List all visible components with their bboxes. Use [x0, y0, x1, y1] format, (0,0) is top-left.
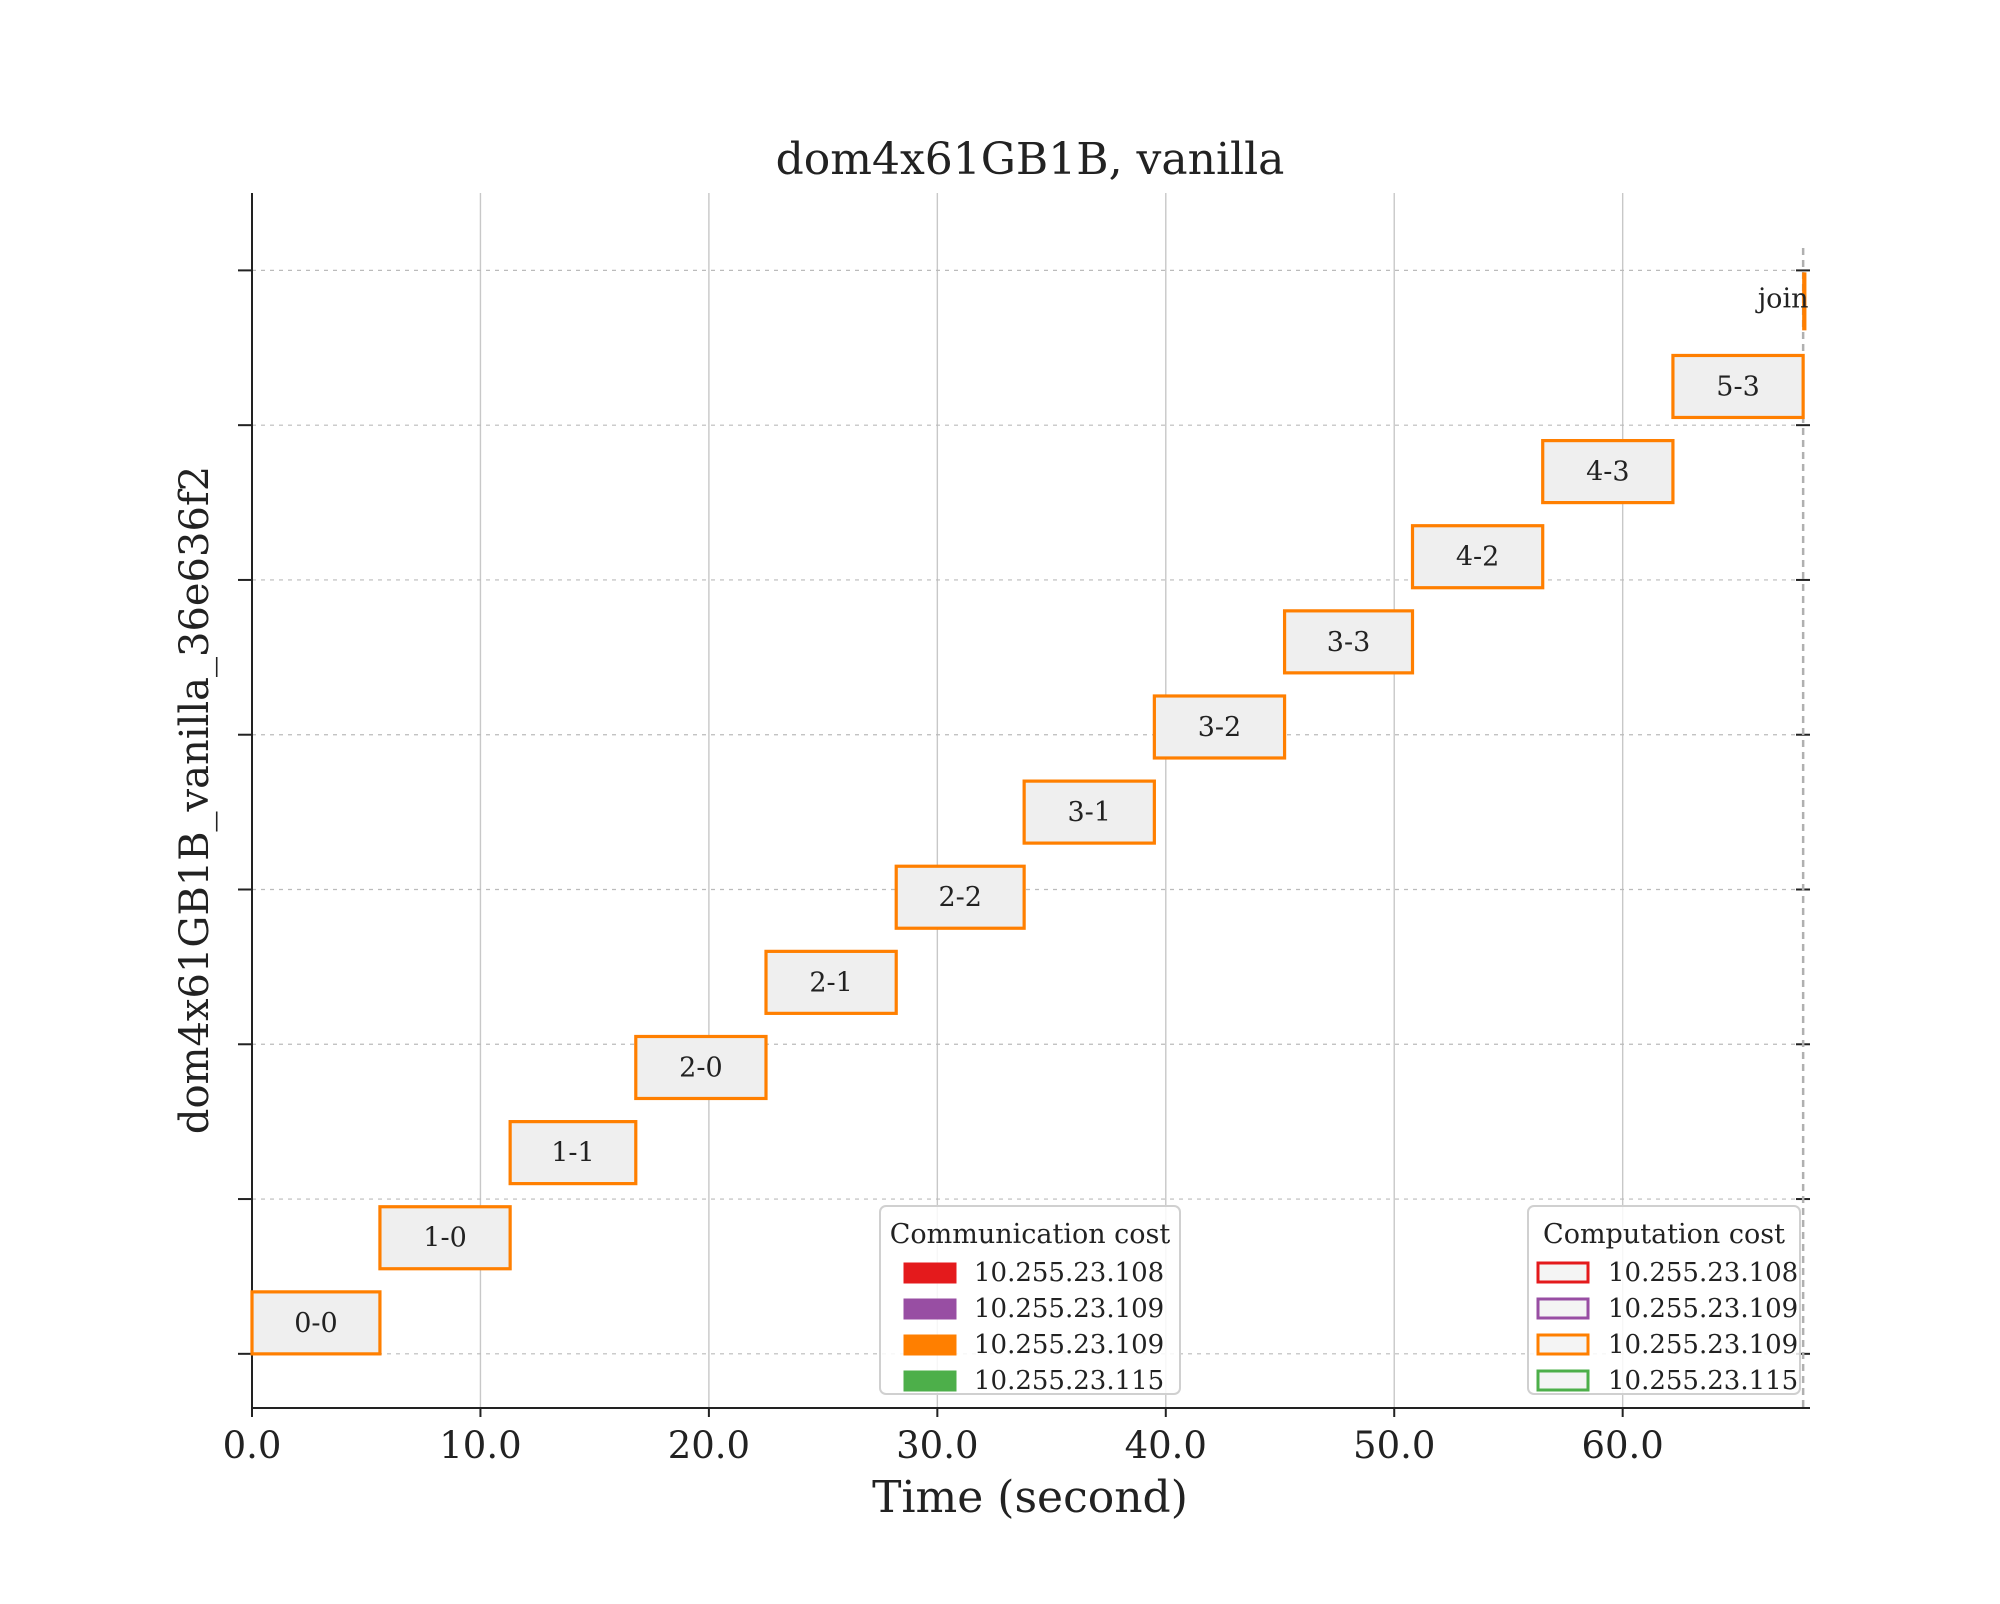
task-label: 4-2 — [1456, 542, 1499, 573]
x-tick-label: 60.0 — [1581, 1424, 1663, 1467]
legend-title: Computation cost — [1543, 1219, 1785, 1250]
task-label: 2-2 — [938, 882, 981, 913]
task-label: 5-3 — [1716, 371, 1759, 402]
task-bar — [378, 1205, 512, 1271]
legend-label: 10.255.23.109 — [974, 1330, 1164, 1360]
legend-swatch — [903, 1370, 957, 1392]
legend-label: 10.255.23.108 — [974, 1258, 1164, 1288]
x-tick-label: 50.0 — [1353, 1424, 1435, 1467]
task-label: 3-1 — [1068, 797, 1111, 828]
legend-label: 10.255.23.109 — [1608, 1294, 1798, 1324]
task-bar — [250, 1290, 382, 1356]
x-tick-label: 0.0 — [223, 1424, 282, 1467]
legend-label: 10.255.23.109 — [1608, 1330, 1798, 1360]
legend-swatch — [1536, 1297, 1590, 1320]
task-label: 1-1 — [551, 1138, 594, 1169]
legend-label: 10.255.23.115 — [1608, 1366, 1798, 1396]
task-bar — [634, 1034, 768, 1101]
x-tick-label: 40.0 — [1125, 1424, 1207, 1467]
legend-label: 10.255.23.108 — [1608, 1258, 1798, 1288]
task-bar — [894, 864, 1026, 930]
legend-swatch — [1536, 1261, 1590, 1284]
x-tick-label: 10.0 — [439, 1424, 521, 1467]
x-axis-label: Time (second) — [872, 1472, 1188, 1523]
legend-swatch — [903, 1262, 957, 1284]
legend-swatch — [903, 1334, 957, 1356]
task-label: 2-1 — [809, 967, 852, 998]
task-label: 3-3 — [1327, 627, 1370, 658]
task-label: join — [1755, 283, 1809, 314]
task-bar — [1671, 353, 1805, 420]
legend-swatch — [1536, 1333, 1590, 1356]
task-bar — [1410, 524, 1545, 590]
chart-title: dom4x61GB1B, vanilla — [776, 134, 1285, 185]
legend-label: 10.255.23.109 — [974, 1294, 1164, 1324]
task-label: 3-2 — [1198, 712, 1241, 743]
task-label: 2-0 — [679, 1052, 722, 1083]
x-tick-label: 30.0 — [896, 1424, 978, 1467]
task-bar — [1541, 438, 1675, 505]
task-label: 4-3 — [1586, 457, 1629, 488]
task-bar — [508, 1120, 638, 1186]
legend-swatch — [1536, 1369, 1590, 1392]
task-bar — [764, 949, 898, 1015]
task-label: 0-0 — [294, 1308, 337, 1339]
task-bar — [1282, 609, 1415, 675]
legend-label: 10.255.23.115 — [974, 1366, 1164, 1396]
task-bar-join — [1802, 272, 1807, 331]
legend-title: Communication cost — [890, 1219, 1171, 1250]
legend-box — [1527, 1205, 1801, 1395]
task-bar — [1022, 779, 1156, 845]
y-axis-label: dom4x61GB1B_vanilla_36e636f2 — [172, 466, 218, 1134]
legend-swatch — [903, 1298, 957, 1320]
x-tick-label: 20.0 — [668, 1424, 750, 1467]
task-label: 1-0 — [423, 1223, 466, 1254]
task-bar — [1152, 694, 1287, 760]
